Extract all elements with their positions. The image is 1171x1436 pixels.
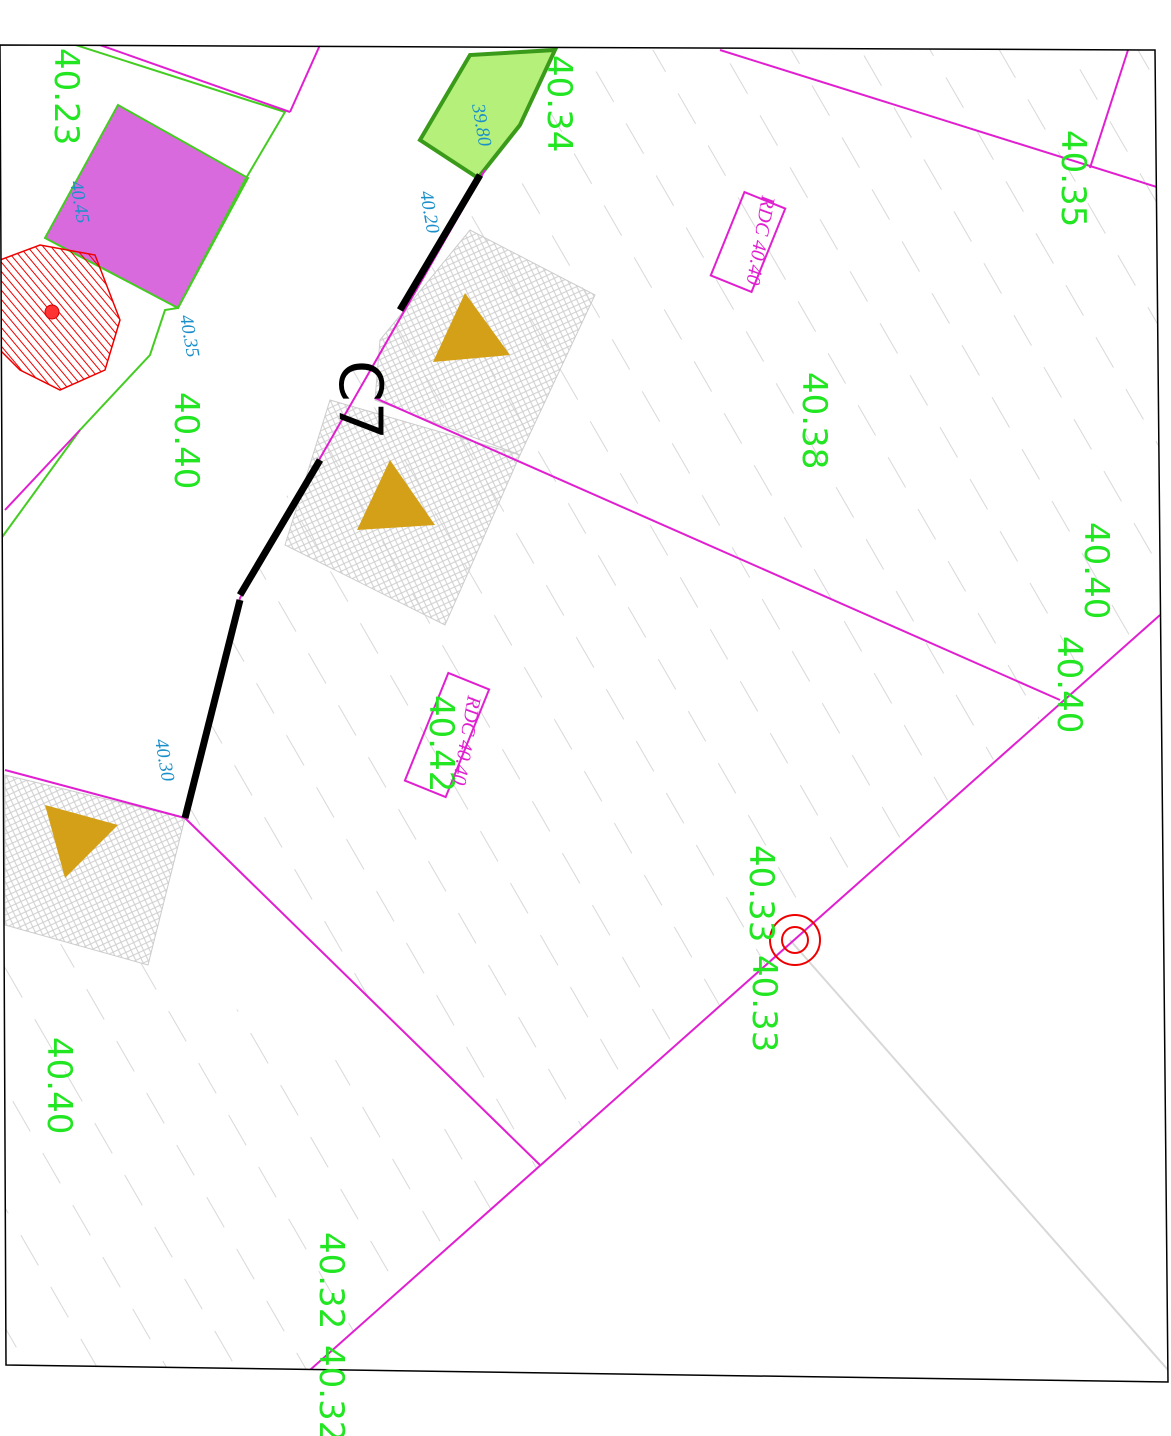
- grey-line: [790, 940, 1168, 1370]
- hatched-zone: [185, 50, 1165, 1165]
- elevation-label: 40.38: [794, 372, 834, 469]
- elevation-label: 40.33: [741, 845, 781, 942]
- spot-elevation: 40.20: [415, 189, 443, 235]
- drawing: [0, 40, 1168, 1370]
- elevation-label: 40.40: [1049, 636, 1089, 733]
- site-plan: C7 40.23 40.34 40.35 40.40 40.38 40.40 40.40 40…: [0, 0, 1171, 1436]
- elevation-label: 40.34: [539, 55, 579, 152]
- elevation-label: 40.40: [166, 392, 206, 489]
- elevation-label: 40.32: [311, 1232, 351, 1329]
- elevation-label: 40.32: [311, 1345, 351, 1436]
- elevation-label: 40.23: [46, 48, 86, 145]
- spot-elevation: 40.30: [150, 737, 178, 783]
- elevation-label: 40.33: [744, 955, 784, 1052]
- elevation-label: 40.40: [39, 1037, 79, 1134]
- elevation-label: 40.35: [1053, 130, 1093, 227]
- elevation-label: 40.40: [1076, 522, 1116, 619]
- paved-area: [5, 775, 185, 965]
- spot-elevation: 40.35: [175, 313, 203, 359]
- tree-center: [45, 305, 59, 319]
- sheet-label: C7: [325, 360, 395, 440]
